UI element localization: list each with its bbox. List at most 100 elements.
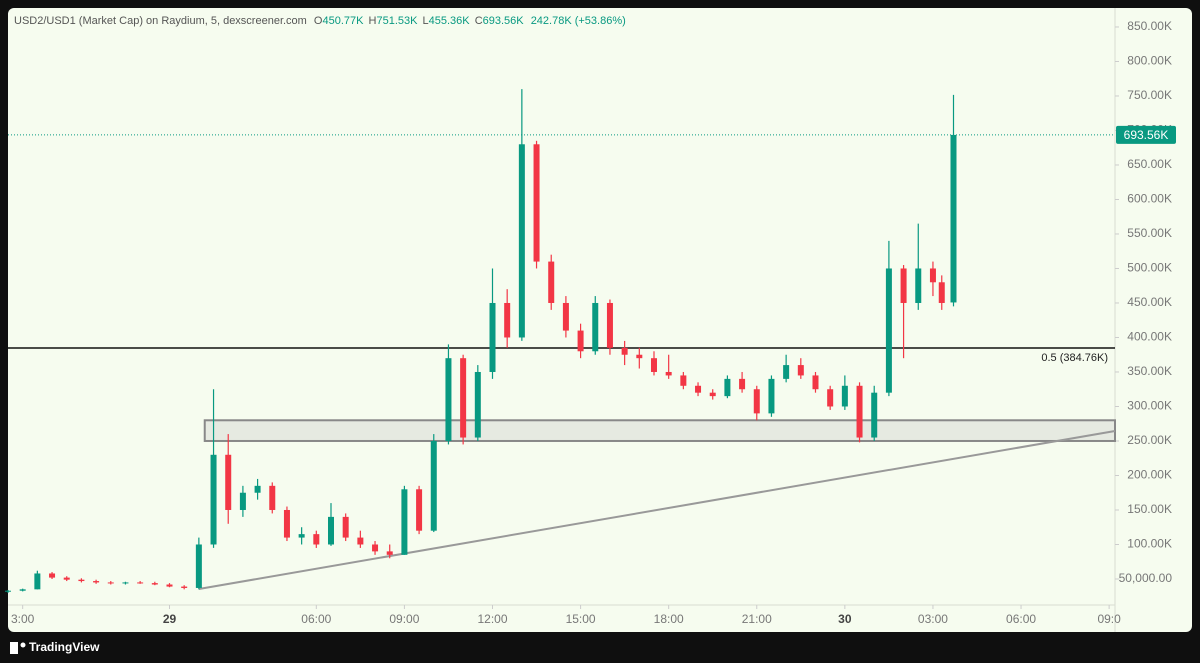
- candle-body: [107, 582, 114, 584]
- candle-body: [430, 440, 437, 531]
- candle-body: [797, 365, 804, 376]
- candle-body: [49, 573, 56, 578]
- candle-body: [445, 358, 452, 441]
- last-price-label: 693.56K: [1124, 128, 1169, 142]
- candle-body: [489, 302, 496, 372]
- candle-body: [78, 579, 85, 582]
- x-tick-label: 18:00: [654, 612, 684, 626]
- candle-body: [372, 544, 379, 552]
- candle-body: [5, 590, 11, 592]
- y-tick-label: 500.00K: [1127, 261, 1172, 275]
- candle-body: [225, 454, 232, 510]
- logo: [10, 642, 18, 654]
- x-tick-label: 12:00: [477, 612, 507, 626]
- y-tick-label: 150.00K: [1127, 502, 1172, 516]
- x-tick-label: 03:00: [918, 612, 948, 626]
- candle-body: [562, 302, 569, 331]
- candle-body: [504, 302, 511, 338]
- candle-body: [210, 454, 217, 545]
- x-tick-label: 21:00: [742, 612, 772, 626]
- ohlc-value: 450.77K: [322, 15, 364, 27]
- candle-body: [34, 573, 41, 590]
- candle-body: [577, 330, 584, 352]
- candle-body: [929, 268, 936, 283]
- legend-header: USD2/USD1 (Market Cap) on Raydium, 5, de…: [14, 15, 626, 27]
- candle-body: [283, 509, 290, 538]
- candle-body: [871, 392, 878, 438]
- candle-body: [548, 261, 555, 303]
- candle-body: [313, 534, 320, 545]
- candle-body: [416, 489, 423, 531]
- y-tick-label: 350.00K: [1127, 364, 1172, 378]
- y-tick-label: 200.00K: [1127, 468, 1172, 482]
- last-price-badge: [1116, 125, 1176, 144]
- brand-name: TradingView: [29, 640, 100, 654]
- candle-body: [166, 584, 173, 587]
- ohlc-key: L: [423, 15, 429, 27]
- y-tick-label: 50,000.00: [1119, 571, 1173, 585]
- x-tick-label: 09:0: [1097, 612, 1121, 626]
- candle-body: [915, 268, 922, 303]
- candle-body: [401, 489, 408, 555]
- candle-body: [342, 516, 349, 538]
- candle-body: [592, 302, 599, 352]
- symbol: USD2/USD1 (Market Cap) on Raydium, 5, de…: [14, 15, 307, 27]
- y-tick-label: 650.00K: [1127, 157, 1172, 171]
- x-tick-label: 06:00: [1006, 612, 1036, 626]
- x-tick-label: 30: [838, 612, 852, 626]
- candle-body: [93, 581, 100, 583]
- candle-body: [709, 392, 716, 397]
- candle-body: [195, 544, 202, 588]
- candle-body: [812, 375, 819, 390]
- ohlc-value: 693.56K: [483, 15, 525, 27]
- brand: TradingView: [10, 640, 100, 654]
- candle-body: [606, 302, 613, 348]
- candle-body: [753, 389, 760, 414]
- candle-body: [357, 537, 364, 545]
- candle-body: [768, 378, 775, 414]
- candle-body: [137, 582, 144, 584]
- candle-body: [151, 583, 158, 585]
- x-tick-label: 29: [163, 612, 177, 626]
- y-tick-label: 750.00K: [1127, 88, 1172, 102]
- ohlc-value: 751.53K: [376, 15, 418, 27]
- candle-body: [181, 586, 188, 588]
- candle-body: [518, 144, 525, 338]
- x-tick-label: 09:00: [389, 612, 419, 626]
- candle-body: [724, 378, 731, 397]
- candle-body: [460, 358, 467, 438]
- y-tick-label: 250.00K: [1127, 433, 1172, 447]
- candle-body: [938, 282, 945, 303]
- candle-body: [783, 365, 790, 379]
- candle-body: [827, 389, 834, 407]
- ohlc-key: O: [314, 15, 323, 27]
- y-tick-label: 550.00K: [1127, 226, 1172, 240]
- x-tick-label: 06:00: [301, 612, 331, 626]
- logo: [20, 642, 26, 648]
- plot: 50,000.00 100.00K 150.00K 200.00K 250.00K 30 0…: [5, 19, 1176, 626]
- candle-body: [739, 378, 746, 390]
- candle-body: [856, 385, 863, 438]
- candle-body: [19, 589, 26, 591]
- ohlc-key: C: [475, 15, 483, 27]
- y-tick-label: 800.00K: [1127, 54, 1172, 68]
- candle-body: [665, 371, 672, 376]
- candle-body: [254, 485, 261, 493]
- y-tick-label: 600.00K: [1127, 192, 1172, 206]
- y-tick-label: 400.00K: [1127, 330, 1172, 344]
- change: 242.78K (+53.86%): [531, 15, 626, 27]
- fib-label: 0.5 (384.76K): [1041, 352, 1108, 364]
- candle-body: [269, 485, 276, 510]
- candle-body: [239, 492, 246, 510]
- y-tick-label: 100.00K: [1127, 537, 1172, 551]
- candle-body: [680, 375, 687, 386]
- candle-body: [122, 582, 129, 584]
- candle-body: [621, 347, 628, 355]
- candle-body: [63, 577, 70, 580]
- candle-body: [885, 268, 892, 393]
- support-zone: [203, 419, 1116, 442]
- candle-body: [386, 551, 393, 555]
- candle-body: [950, 134, 957, 303]
- ohlc-key: H: [369, 15, 377, 27]
